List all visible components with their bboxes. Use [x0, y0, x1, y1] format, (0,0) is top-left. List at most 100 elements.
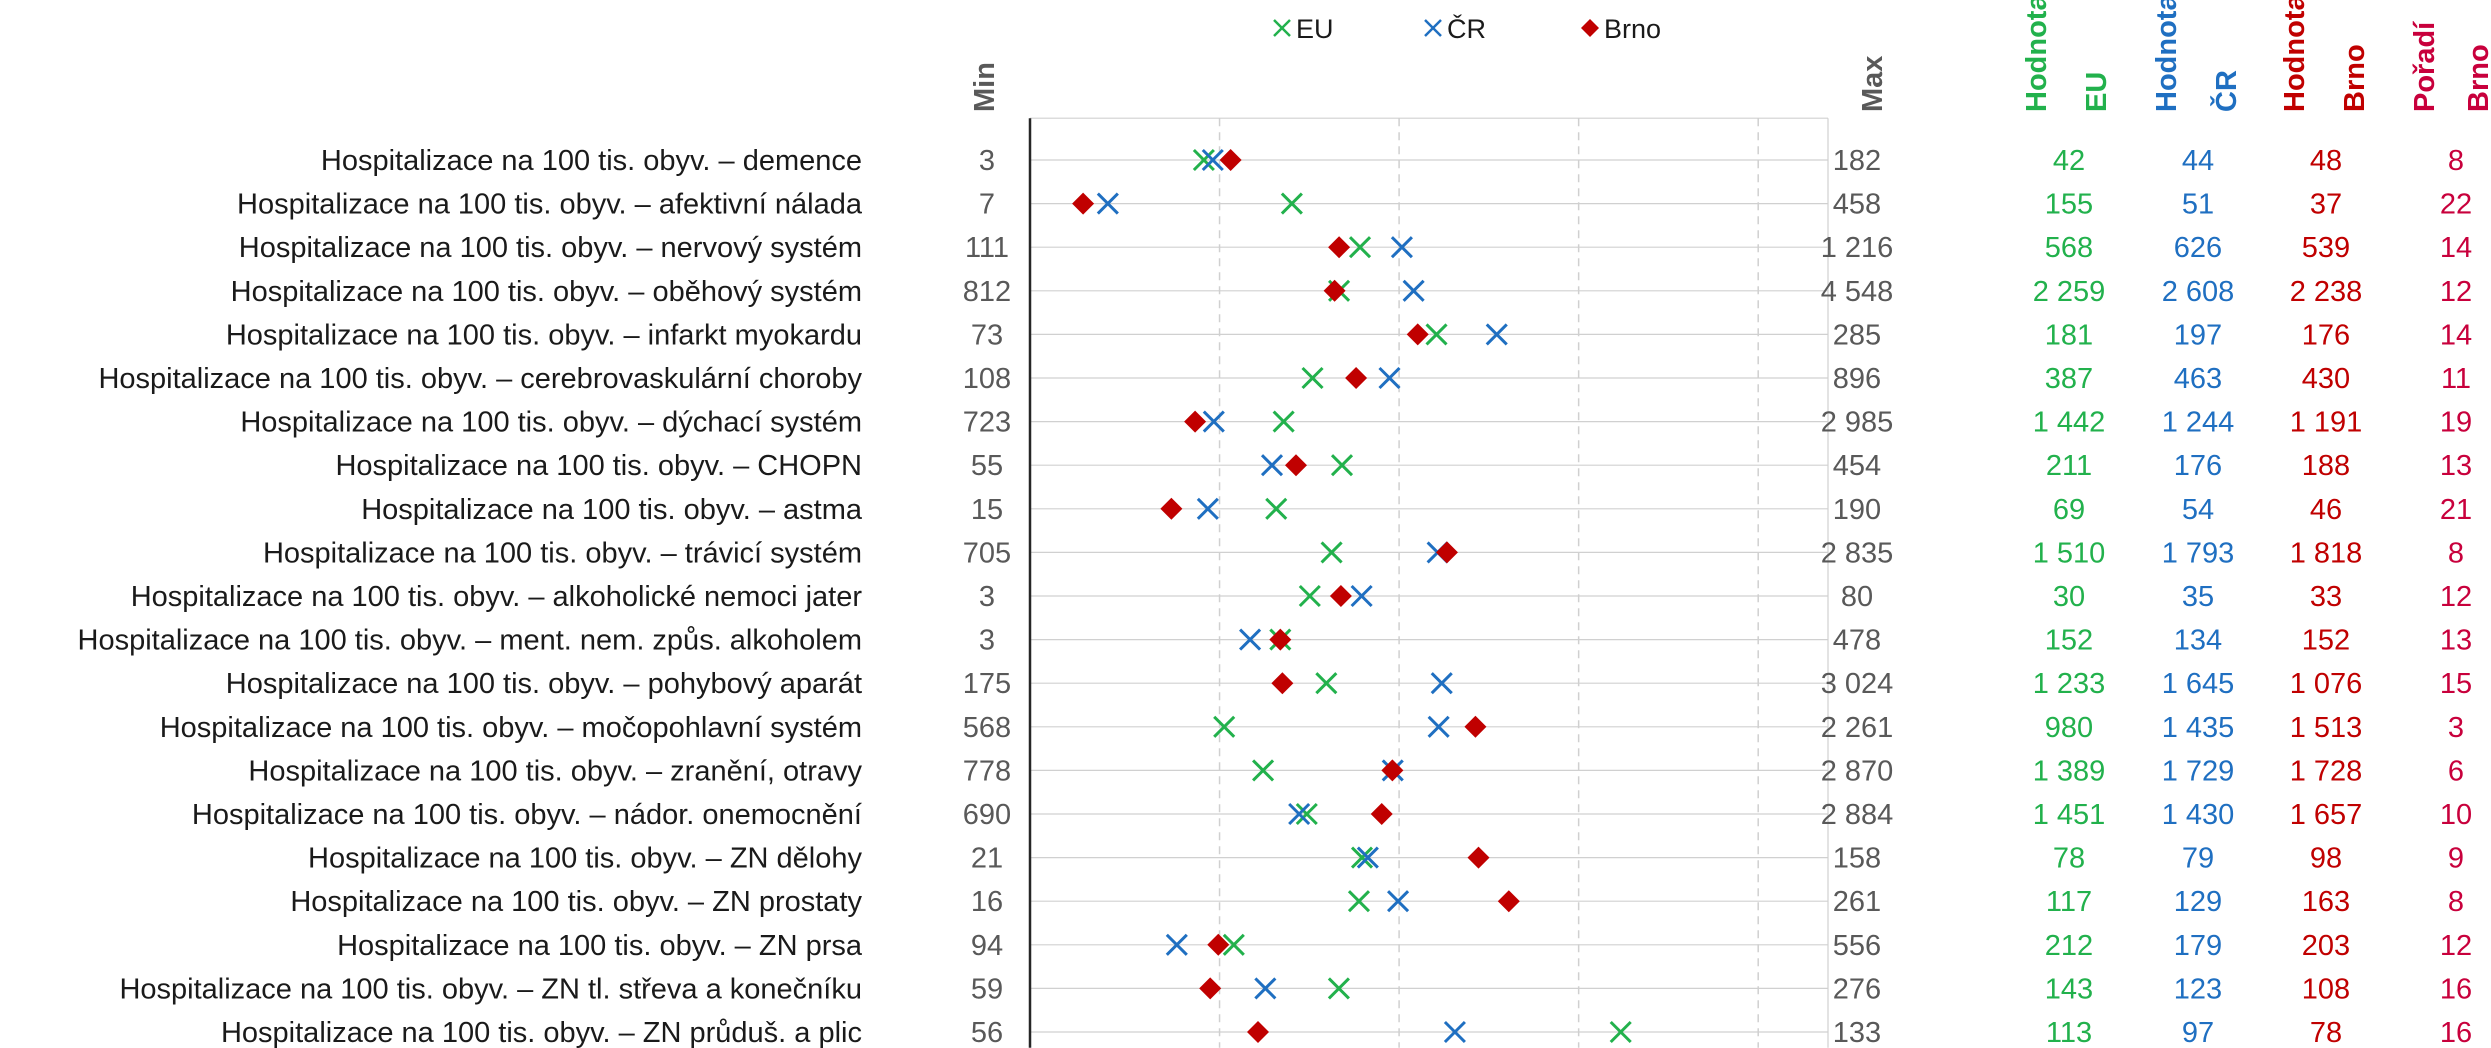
row-label: Hospitalizace na 100 tis. obyv. – pohybo…	[226, 668, 862, 700]
eu-point-stroke-b	[1320, 541, 1343, 564]
cr-point	[1386, 890, 1410, 913]
brno-point	[1497, 890, 1520, 913]
chart-row: Hospitalizace na 100 tis. obyv. – ZN prs…	[337, 930, 2472, 962]
chart-row: Hospitalizace na 100 tis. obyv. – ment. …	[78, 625, 2473, 657]
row-brno-value: 1 513	[2290, 712, 2363, 744]
eu-point-stroke-b	[1350, 846, 1374, 869]
eu-point-stroke-b	[1301, 366, 1324, 390]
eu-point-stroke-b	[1272, 410, 1295, 433]
row-cr-value: 179	[2174, 930, 2222, 962]
row-rank-value: 21	[2440, 494, 2472, 526]
row-eu-value: 2 259	[2033, 276, 2106, 308]
eu-point	[1320, 541, 1343, 564]
row-max-value: 182	[1833, 145, 1881, 177]
cr-point-stroke-b	[1350, 584, 1373, 608]
row-max-value: 478	[1833, 625, 1881, 657]
cr-point	[1196, 497, 1219, 520]
brno-point	[1464, 715, 1487, 738]
row-min-value: 3	[979, 581, 995, 613]
brno-point	[1435, 541, 1458, 564]
eu-point	[1348, 236, 1372, 259]
row-min-value: 21	[971, 843, 1003, 875]
eu-point-stroke-b	[1609, 1020, 1632, 1044]
row-cr-value: 1 645	[2162, 668, 2235, 700]
row-brno-value: 1 076	[2290, 668, 2363, 700]
row-min-value: 3	[979, 625, 995, 657]
row-brno-value: 2 238	[2290, 276, 2363, 308]
chart-row: Hospitalizace na 100 tis. obyv. – ZN pro…	[290, 886, 2464, 918]
cr-point	[1288, 802, 1311, 826]
chart-row: Hospitalizace na 100 tis. obyv. – alkoho…	[131, 581, 2472, 613]
row-max-value: 2 884	[1821, 799, 1894, 831]
cr-point	[1427, 715, 1450, 738]
row-label: Hospitalizace na 100 tis. obyv. – ZN prů…	[221, 1017, 862, 1048]
brno-point	[1370, 803, 1393, 825]
chart-row: Hospitalizace na 100 tis. obyv. – CHOPN 5…	[335, 450, 2472, 482]
row-label: Hospitalizace na 100 tis. obyv. – dýchac…	[240, 407, 862, 439]
row-cr-value: 1 435	[2162, 712, 2235, 744]
row-cr-value: 1 430	[2162, 799, 2235, 831]
row-brno-value: 46	[2310, 494, 2342, 526]
brno-point	[1329, 585, 1352, 607]
row-eu-value: 1 442	[2033, 407, 2106, 439]
row-eu-value: 387	[2045, 363, 2093, 395]
eu-point-stroke-b	[1327, 977, 1350, 1000]
legend-marker-2	[1424, 19, 1442, 37]
brno-point	[1271, 672, 1294, 695]
row-min-value: 59	[971, 973, 1003, 1005]
row-eu-value: 1 233	[2033, 668, 2106, 700]
chart-row: Hospitalizace na 100 tis. obyv. – ZN tl.…	[119, 973, 2472, 1005]
chart-row: Hospitalizace na 100 tis. obyv. – nervov…	[239, 232, 2472, 264]
row-rank-value: 12	[2440, 581, 2472, 613]
row-max-value: 158	[1833, 843, 1881, 875]
cr-point	[1443, 1020, 1466, 1044]
header-brno-line1: Hodnota	[2279, 0, 2311, 112]
brno-point	[1345, 367, 1368, 389]
row-label: Hospitalizace na 100 tis. obyv. – zraněn…	[248, 755, 862, 787]
row-label: Hospitalizace na 100 tis. obyv. – ZN pro…	[290, 886, 862, 918]
row-label: Hospitalizace na 100 tis. obyv. – cerebr…	[98, 363, 862, 395]
row-rank-value: 12	[2440, 930, 2472, 962]
row-brno-value: 188	[2302, 450, 2350, 482]
eu-point	[1192, 148, 1215, 172]
cr-point-stroke-b	[1356, 846, 1379, 869]
row-eu-value: 1 389	[2033, 755, 2106, 787]
row-rank-value: 11	[2441, 363, 2471, 395]
row-max-value: 133	[1833, 1017, 1881, 1048]
row-eu-value: 211	[2046, 450, 2092, 482]
row-cr-value: 97	[2182, 1017, 2214, 1048]
cr-point	[1165, 933, 1188, 956]
row-max-value: 4 548	[1821, 276, 1894, 308]
column-headers: Min Max Hodnota EU Hodnota ČR Hodnota Brno Pořad…	[969, 0, 2491, 112]
row-eu-value: 143	[2045, 973, 2093, 1005]
row-min-value: 55	[971, 450, 1003, 482]
legend-label: Brno	[1604, 14, 1661, 44]
row-label: Hospitalizace na 100 tis. obyv. – trávic…	[263, 537, 862, 569]
row-cr-value: 134	[2174, 625, 2222, 657]
brno-point	[1072, 192, 1095, 215]
row-cr-value: 123	[2174, 973, 2222, 1005]
eu-point-stroke-b	[1252, 759, 1275, 782]
row-brno-value: 33	[2310, 581, 2342, 613]
row-min-value: 568	[963, 712, 1011, 744]
cr-point-stroke-b	[1485, 323, 1508, 346]
eu-point-stroke-b	[1213, 715, 1236, 738]
row-rank-value: 8	[2448, 886, 2464, 918]
row-rank-value: 12	[2440, 276, 2472, 308]
cr-point-stroke-b	[1254, 977, 1277, 1000]
row-cr-value: 44	[2182, 145, 2214, 177]
eu-point-stroke-b	[1330, 454, 1354, 477]
brno-point	[1328, 236, 1351, 259]
row-min-value: 7	[979, 189, 995, 221]
cr-point	[1356, 846, 1379, 869]
row-rank-value: 15	[2440, 668, 2472, 700]
eu-point	[1272, 410, 1295, 433]
header-eu-line2: EU	[2081, 72, 2113, 112]
row-brno-value: 1 657	[2290, 799, 2363, 831]
row-cr-value: 51	[2182, 189, 2214, 221]
header-eu-line1: Hodnota	[2021, 0, 2053, 112]
row-brno-value: 152	[2302, 625, 2350, 657]
eu-point-stroke-b	[1425, 323, 1448, 346]
cr-point-stroke-b	[1260, 454, 1284, 477]
eu-point	[1265, 497, 1288, 520]
